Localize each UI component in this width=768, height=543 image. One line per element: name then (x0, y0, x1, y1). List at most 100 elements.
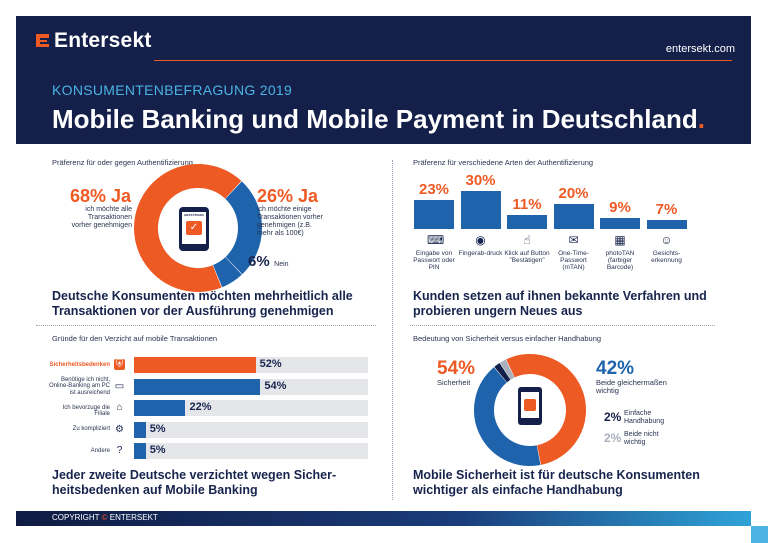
panel2-subtitle: Präferenz für verschiedene Arten der Aut… (413, 158, 594, 167)
auth-method-bar (553, 203, 594, 229)
confirm-text: BESTÄTIGEN (184, 213, 204, 217)
reason-bar (134, 357, 256, 373)
auth-method-label: Klick auf Button "Bestätigen" (504, 250, 550, 264)
checkmark-icon: ✓ (186, 221, 202, 235)
reason-value: 5% (149, 422, 166, 435)
divider-right (410, 325, 715, 326)
panel3-headline-line1: Jeder zweite Deutsche verzichtet wegen S… (52, 468, 337, 482)
auth-slice-1 (224, 181, 262, 275)
auth-method-bar (507, 215, 547, 229)
auth-method-bar (460, 191, 501, 229)
panel4-headline-line2: wichtiger als einfache Handhabung (413, 483, 623, 497)
auth-method-bar (414, 199, 454, 229)
yes-some-pct: 26% Ja (257, 186, 319, 206)
lock-icon (524, 399, 536, 411)
copyright-text: COPYRIGHT © ENTERSEKT (52, 513, 158, 522)
keypad-icon: ⌨ (427, 233, 445, 247)
fingerprint-icon: ◉ (475, 233, 486, 247)
neither-pct: 2% (604, 431, 622, 445)
yes-all-pct: 68% Ja (70, 186, 132, 206)
panel4-subtitle: Bedeutung von Sicherheit versus einfache… (413, 334, 602, 343)
security-label: Sicherheit (437, 378, 471, 387)
title-dot: . (697, 104, 705, 134)
auth-method-value: 20% (558, 184, 589, 202)
panel4-headline-line1: Mobile Sicherheit ist für deutsche Konsu… (413, 468, 700, 482)
panel2-headline-line1: Kunden setzen auf ihnen bekannte Verfahr… (413, 289, 707, 303)
title-text: Mobile Banking und Mobile Payment in Deu… (52, 104, 698, 134)
auth-method-value: 30% (465, 172, 496, 189)
reason-row: 52% (134, 357, 368, 373)
auth-method-label: photoTAN (farbiger Barcode) (605, 250, 635, 271)
panel1-subtitle: Präferenz für oder gegen Authentifizieru… (52, 158, 193, 167)
copyright-symbol: © (101, 513, 108, 522)
reason-label: Andere (90, 447, 110, 454)
panel3-headline-line2: heitsbedenken auf Mobile Banking (52, 483, 258, 497)
security-donut-chart (474, 354, 586, 466)
brand-rule (154, 60, 732, 61)
footer-bar: COPYRIGHT © ENTERSEKT (16, 511, 751, 526)
no-label: Nein (274, 261, 289, 268)
tap-icon: ☝ (523, 233, 531, 247)
lock-phone-icon (518, 387, 542, 425)
security-slice-2 (494, 363, 511, 383)
website-link[interactable]: entersekt.com (665, 43, 735, 55)
auth-method-label: Fingerab-druck (458, 250, 503, 257)
reason-label: Sicherheitsbedenken (49, 361, 110, 368)
equal-pct: 42% (596, 358, 635, 379)
corner-accent (751, 526, 768, 543)
panel4-headline: Mobile Sicherheit ist für deutsche Konsu… (413, 468, 733, 498)
sms-otp-icon: ✉ (568, 233, 579, 247)
yes-all-text: ich möchte alle Transaktionen vorher gen… (71, 206, 132, 229)
auth-slice-2 (212, 256, 242, 288)
yes-some-text: ich möchte einige Transaktionen vorher g… (257, 206, 323, 237)
reason-row: 5% (134, 443, 368, 459)
easy-label: Einfache Handhabung (624, 410, 665, 425)
copyright-company: ENTERSEKT (109, 513, 158, 522)
panel3-subtitle: Gründe für den Verzicht auf mobile Trans… (52, 334, 218, 343)
gear-icon: ⚙ (115, 423, 124, 435)
auth-method-value: 11% (512, 196, 542, 214)
reason-bar (134, 443, 146, 459)
question-icon: ? (116, 445, 123, 456)
shield-icon: ⛨ (114, 359, 125, 370)
panel1-headline-line2: Transaktionen vor der Ausführung genehmi… (52, 304, 334, 318)
no-pct: 6% (248, 253, 270, 270)
auth-method-value: 7% (655, 201, 678, 219)
reason-row: 54% (134, 378, 368, 395)
vertical-divider (392, 160, 393, 500)
divider-left (36, 325, 376, 326)
reason-label: Benötige ich nicht, Online-Banking am PC… (48, 376, 110, 396)
qr-code-icon: ▦ (614, 233, 626, 247)
auth-method-label: Eingabe von Passwort oder PIN (413, 250, 455, 271)
reason-label: Ich bevorzuge die Filiale (62, 404, 110, 418)
security-slice-1 (474, 367, 541, 466)
panel2-headline-line2: probieren ungern Neues aus (413, 304, 583, 318)
panel1-headline: Deutsche Konsumenten möchten mehrheitlic… (52, 289, 382, 319)
computer-icon: ▭ (114, 380, 125, 392)
page-title: Mobile Banking und Mobile Payment in Deu… (52, 104, 705, 135)
phone-icon: BESTÄTIGEN ✓ (179, 207, 209, 251)
panel3-headline: Jeder zweite Deutsche verzichtet wegen S… (52, 468, 382, 498)
panel1-headline-line1: Deutsche Konsumenten möchten mehrheitlic… (52, 289, 353, 303)
reason-value: 22% (189, 401, 212, 413)
auth-method-bar (600, 217, 640, 229)
auth-method-value: 9% (609, 198, 631, 216)
auth-method-label: Gesichts-erkennung (651, 250, 682, 264)
entersekt-logo-icon (36, 34, 49, 47)
bank-icon: ⌂ (116, 402, 123, 413)
reason-value: 52% (259, 358, 282, 370)
security-pct: 54% (437, 358, 476, 379)
authentication-donut-chart (134, 164, 262, 292)
neither-label: Beide nicht wichtig (624, 431, 659, 446)
reason-bar (134, 400, 186, 416)
reason-value: 54% (264, 379, 287, 392)
reason-row: 5% (134, 421, 368, 438)
security-slice-0 (506, 354, 586, 465)
survey-label: KONSUMENTENBEFRAGUNG 2019 (52, 82, 293, 98)
no-value: 6% Nein (248, 253, 289, 271)
auth-method-bar (646, 220, 687, 229)
easy-pct: 2% (604, 410, 622, 424)
header-banner: Entersekt entersekt.com KONSUMENTENBEFRA… (16, 16, 751, 144)
panel2-headline: Kunden setzen auf ihnen bekannte Verfahr… (413, 289, 733, 319)
reason-value: 5% (149, 444, 166, 456)
